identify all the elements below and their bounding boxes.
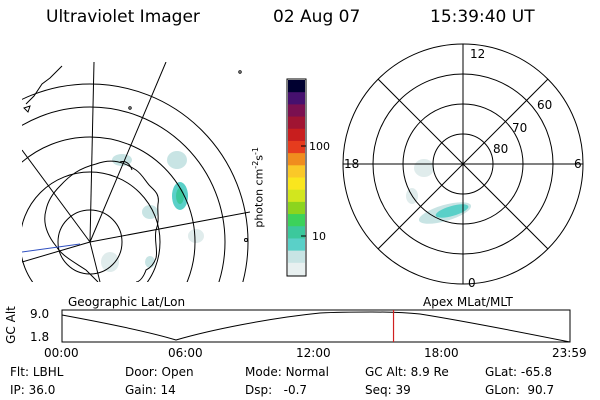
coast-detail — [23, 105, 31, 113]
geo-meridian — [89, 241, 101, 282]
geographic-map — [22, 62, 250, 282]
colorbar-swatch — [288, 92, 305, 105]
geo-meridian — [22, 241, 91, 263]
altitude-ylabel: GC Alt — [3, 306, 18, 344]
ip-info: IP: 36.0 — [10, 383, 56, 397]
colorbar-swatch — [288, 153, 305, 166]
colorbar-swatch — [288, 214, 305, 227]
colorbar-swatch — [288, 80, 305, 93]
gc-alt-info: GC Alt: 8.9 Re — [365, 365, 449, 379]
geo-lat-circle — [22, 171, 161, 282]
island — [244, 238, 248, 242]
geo-meridian — [89, 211, 250, 243]
colorbar-label-100: 100 — [309, 140, 330, 153]
altitude-ytick-low: 1.8 — [30, 330, 50, 344]
time-label: 15:39:40 UT — [430, 7, 535, 27]
geo-track — [22, 243, 81, 253]
dsp-info: Dsp: -0.7 — [245, 383, 308, 397]
altitude-plot-frame — [61, 309, 571, 343]
colorbar-swatch — [288, 262, 305, 276]
mlat-label-70: 70 — [512, 121, 528, 135]
altitude-xtick: 06:00 — [168, 346, 203, 360]
colorbar-swatch — [288, 116, 305, 130]
colorbar-swatch — [288, 165, 305, 178]
colorbar — [286, 78, 307, 277]
colorbar-swatch — [288, 128, 305, 142]
altitude-xtick: 00:00 — [44, 346, 79, 360]
gain-info: Gain: 14 — [125, 383, 176, 397]
coast-detail — [25, 65, 63, 105]
mlat-label-80: 80 — [493, 142, 509, 156]
glon-info: GLon: 90.7 — [485, 383, 555, 397]
colorbar-unit-label: photon cm-2s-1 — [251, 146, 266, 228]
door-info: Door: Open — [125, 365, 194, 379]
mlt-label-6: 6 — [574, 157, 582, 171]
island — [128, 106, 132, 110]
mag-panel-label: Apex MLat/MLT — [423, 295, 513, 309]
mag-axis-diagonal — [377, 78, 549, 250]
altitude-curve — [61, 311, 571, 343]
altitude-plot — [61, 309, 571, 343]
island — [238, 70, 242, 74]
glat-info: GLat: -65.8 — [485, 365, 552, 379]
geo-lat-circle — [22, 106, 226, 282]
colorbar-frame — [286, 78, 307, 277]
geo-lat-circle — [22, 83, 249, 282]
coast-detail — [119, 161, 133, 171]
colorbar-swatch — [288, 104, 305, 118]
colorbar-swatch — [288, 238, 305, 252]
colorbar-label-10: 10 — [312, 230, 326, 243]
altitude-xtick: 18:00 — [424, 346, 459, 360]
mlt-label-18: 18 — [344, 157, 360, 171]
instrument-title: Ultraviolet Imager — [46, 7, 200, 27]
geo-meridian — [22, 149, 91, 243]
colorbar-swatch — [288, 177, 305, 191]
altitude-xtick: 12:00 — [296, 346, 331, 360]
antarctica-coastline — [44, 160, 159, 282]
altitude-xtick: 23:59 — [552, 346, 587, 360]
colorbar-swatch — [288, 189, 305, 203]
seq-info: Seq: 39 — [365, 383, 411, 397]
geo-lat-circle — [22, 136, 196, 282]
filter-info: Flt: LBHL — [10, 365, 64, 379]
colorbar-swatch — [288, 140, 305, 154]
mlat-label-60: 60 — [537, 98, 553, 112]
geo-meridian — [89, 62, 95, 243]
colorbar-swatch — [288, 226, 305, 239]
date-label: 02 Aug 07 — [273, 7, 361, 27]
geo-meridian — [89, 62, 167, 243]
colorbar-swatch — [288, 201, 305, 215]
mode-info: Mode: Normal — [245, 365, 329, 379]
geo-aurora-emission — [101, 151, 204, 272]
geo-panel-label: Geographic Lat/Lon — [68, 295, 186, 309]
magnetic-polar-plot — [342, 43, 584, 285]
mlt-label-0: 0 — [468, 276, 476, 290]
mlt-label-12: 12 — [470, 47, 486, 61]
colorbar-swatch — [288, 250, 305, 264]
altitude-ytick-high: 9.0 — [30, 307, 50, 321]
